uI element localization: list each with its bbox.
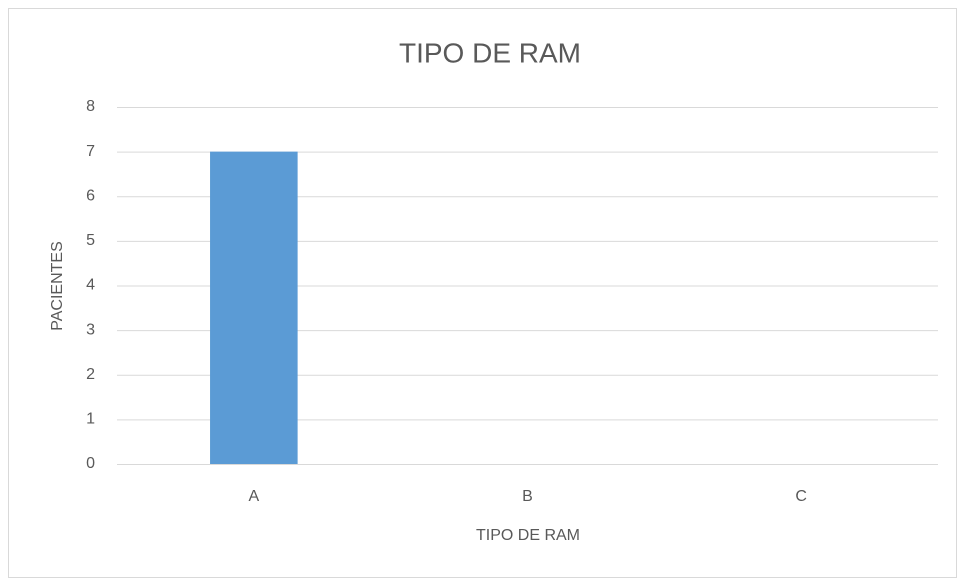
y-tick-label: 0 xyxy=(86,455,95,472)
x-axis-title: TIPO DE RAM xyxy=(476,527,580,544)
x-tick-label: C xyxy=(795,488,807,505)
y-axis-title: PACIENTES xyxy=(49,241,66,331)
chart-border xyxy=(8,8,957,578)
y-tick-label: 1 xyxy=(86,411,95,428)
y-tick-label: 4 xyxy=(86,277,95,294)
bar xyxy=(210,151,298,464)
chart-title: TIPO DE RAM xyxy=(399,37,581,68)
y-tick-label: 5 xyxy=(86,232,95,249)
x-tick-label: A xyxy=(248,488,259,505)
y-tick-label: 2 xyxy=(86,366,95,383)
y-tick-label: 7 xyxy=(86,143,95,160)
y-tick-label: 6 xyxy=(86,187,95,204)
y-tick-label: 8 xyxy=(86,98,95,115)
x-tick-label: B xyxy=(522,488,533,505)
y-tick-label: 3 xyxy=(86,321,95,338)
